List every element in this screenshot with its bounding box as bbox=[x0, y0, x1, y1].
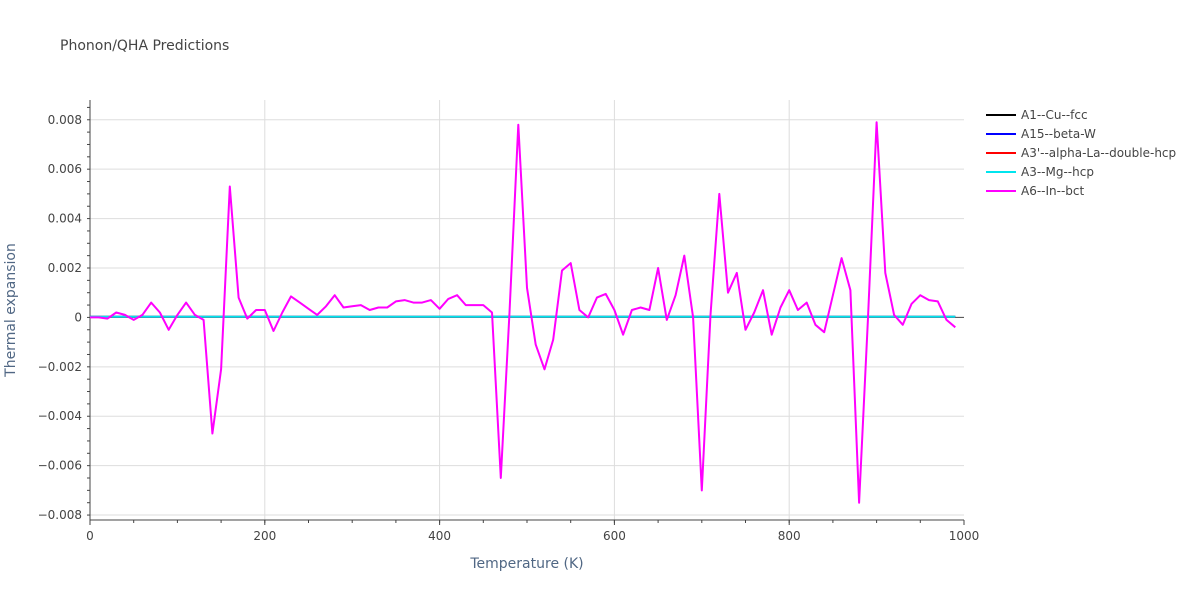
legend-label: A15--beta-W bbox=[1021, 127, 1096, 141]
x-tick-label: 200 bbox=[253, 529, 276, 543]
axes bbox=[89, 100, 964, 521]
chart-title: Phonon/QHA Predictions bbox=[60, 38, 229, 54]
series-line-a6-in-bct bbox=[90, 121, 956, 504]
legend-item-a6-in-bct: A6--In--bct bbox=[986, 184, 1085, 198]
legend-item-a3-alpha-la-double-hcp: A3'--alpha-La--double-hcp bbox=[986, 146, 1176, 160]
legend-item-a1-cu-fcc: A1--Cu--fcc bbox=[986, 108, 1088, 122]
y-tick-label: −0.002 bbox=[38, 360, 82, 374]
x-axis-title: Temperature (K) bbox=[469, 556, 583, 572]
y-tick-label: 0 bbox=[74, 310, 82, 324]
y-tick-label: −0.008 bbox=[38, 508, 82, 522]
legend-item-a15-beta-w: A15--beta-W bbox=[986, 127, 1096, 141]
x-tick-label: 800 bbox=[778, 529, 801, 543]
legend-item-a3-mg-hcp: A3--Mg--hcp bbox=[986, 165, 1094, 179]
x-tick-label: 0 bbox=[86, 529, 94, 543]
legend-label: A3'--alpha-La--double-hcp bbox=[1021, 146, 1176, 160]
y-tick-label: 0.008 bbox=[48, 113, 82, 127]
y-axis-title: Thermal expansion bbox=[3, 243, 19, 378]
y-tick-label: 0.006 bbox=[48, 162, 82, 176]
legend-label: A1--Cu--fcc bbox=[1021, 108, 1088, 122]
legend-label: A6--In--bct bbox=[1021, 184, 1085, 198]
x-tick-label: 1000 bbox=[949, 529, 980, 543]
x-axis-ticks: 0 200 400 600 800 1000 bbox=[86, 520, 979, 543]
y-tick-label: 0.002 bbox=[48, 261, 82, 275]
grid bbox=[90, 100, 964, 520]
x-tick-label: 400 bbox=[428, 529, 451, 543]
legend-label: A3--Mg--hcp bbox=[1021, 165, 1094, 179]
y-axis-ticks: −0.008 −0.006 −0.004 −0.002 0 0.002 0.004 0.006… bbox=[38, 106, 90, 522]
y-tick-label: −0.004 bbox=[38, 409, 82, 423]
plot-lines bbox=[90, 121, 956, 504]
y-tick-label: 0.004 bbox=[48, 212, 82, 226]
x-tick-label: 600 bbox=[603, 529, 626, 543]
y-tick-label: −0.006 bbox=[38, 459, 82, 473]
legend: A1--Cu--fcc A15--beta-W A3'--alpha-La--dou… bbox=[986, 108, 1176, 198]
